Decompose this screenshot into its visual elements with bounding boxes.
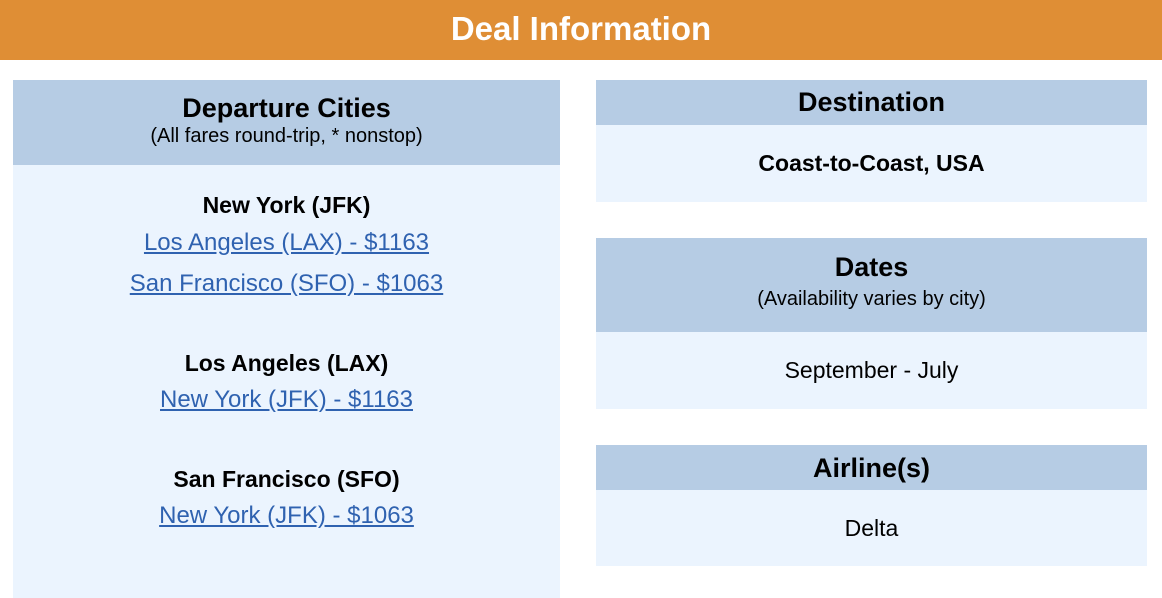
airline-title: Airline(s) (596, 445, 1147, 490)
dates-title: Dates (834, 252, 909, 282)
departure-cities-panel: Departure Cities (All fares round-trip, … (13, 80, 560, 598)
departure-city: New York (JFK) (202, 192, 371, 218)
departure-cities-title: Departure Cities (182, 93, 391, 123)
departure-group-san-francisco: San Francisco (SFO) New York (JFK) - $10… (13, 462, 560, 536)
departure-city: Los Angeles (LAX) (184, 350, 389, 376)
fare-link-jfk-sfo[interactable]: San Francisco (SFO) - $1063 (129, 270, 444, 297)
fare-link-lax-jfk[interactable]: New York (JFK) - $1163 (160, 386, 413, 413)
departure-cities-body: New York (JFK) Los Angeles (LAX) - $1163… (13, 165, 560, 598)
dates-value: September - July (596, 332, 1147, 409)
departure-group-new-york: New York (JFK) Los Angeles (LAX) - $1163… (13, 188, 560, 304)
fare-link-sfo-jfk[interactable]: New York (JFK) - $1063 (159, 502, 414, 529)
departure-cities-header: Departure Cities (All fares round-trip, … (13, 80, 560, 165)
airline-panel: Airline(s) Delta (596, 445, 1147, 566)
departure-group-los-angeles: Los Angeles (LAX) New York (JFK) - $1163 (13, 346, 560, 420)
dates-panel: Dates (Availability varies by city) Sept… (596, 238, 1147, 409)
dates-header: Dates (Availability varies by city) (596, 238, 1147, 332)
destination-title: Destination (596, 80, 1147, 125)
fare-link-jfk-lax[interactable]: Los Angeles (LAX) - $1163 (143, 229, 430, 256)
deal-information-banner: Deal Information (0, 0, 1162, 60)
destination-panel: Destination Coast-to-Coast, USA (596, 80, 1147, 202)
departure-cities-subtitle: (All fares round-trip, * nonstop) (150, 125, 423, 147)
dates-subtitle: (Availability varies by city) (757, 288, 986, 310)
departure-city: San Francisco (SFO) (173, 466, 400, 492)
destination-value: Coast-to-Coast, USA (596, 125, 1147, 202)
airline-value: Delta (596, 490, 1147, 566)
